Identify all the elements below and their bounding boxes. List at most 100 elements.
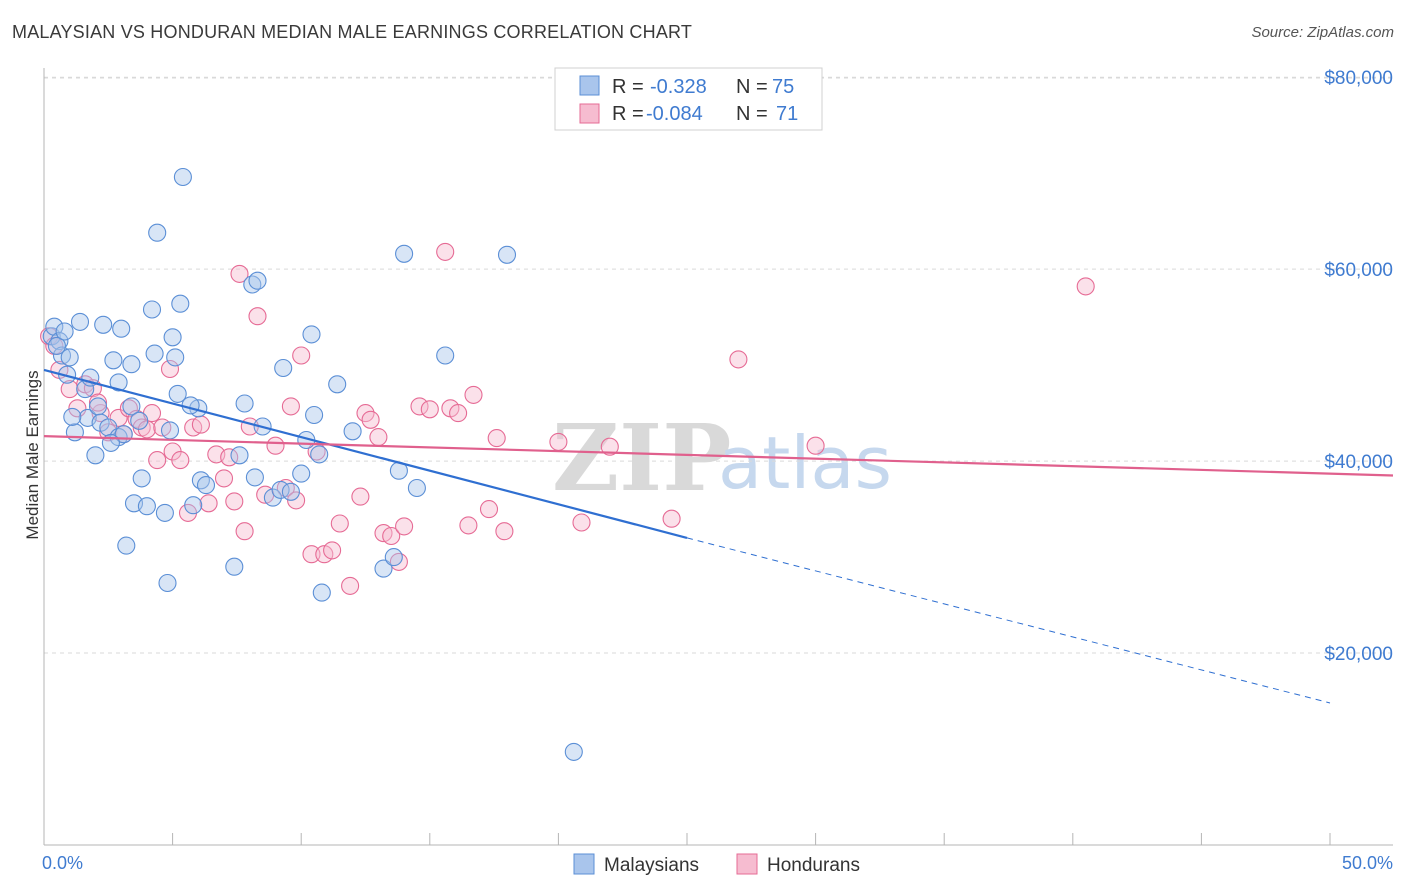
malaysians-point	[384, 548, 403, 567]
malaysians-point	[497, 245, 517, 264]
hondurans-point	[266, 436, 285, 455]
hondurans-point	[287, 491, 306, 510]
source-credit: Source: ZipAtlas.com	[1251, 24, 1394, 41]
hondurans-point	[410, 397, 429, 416]
malaysians-point	[70, 312, 90, 331]
malaysians-point	[407, 478, 426, 498]
hondurans-points	[40, 242, 1095, 595]
legend-r-label-0: R =	[612, 76, 644, 98]
malaysians-point	[130, 411, 149, 430]
y-tick-label-2: $60,000	[1324, 260, 1393, 281]
hondurans-point	[479, 500, 499, 519]
hondurans-point	[99, 423, 118, 442]
malaysians-point	[343, 422, 362, 441]
series-legend-hondurans: Hondurans	[767, 855, 860, 876]
hondurans-point	[495, 522, 514, 541]
malaysians-trend-extension	[686, 537, 1331, 704]
malaysians-point	[158, 573, 177, 593]
malaysians-point	[160, 421, 180, 440]
malaysians-point	[263, 488, 282, 507]
x-tick-label-max: 50.0%	[1342, 853, 1393, 873]
malaysians-point	[173, 167, 192, 187]
hondurans-point	[389, 552, 408, 571]
gridlines	[44, 76, 1393, 654]
legend-n-label-1: N =	[736, 103, 768, 125]
y-tick-label-0: $20,000	[1324, 644, 1393, 665]
malaysians-point	[137, 497, 156, 516]
malaysians-point	[88, 397, 108, 416]
malaysians-point	[94, 315, 113, 334]
y-tick-label-3: $80,000	[1324, 68, 1393, 89]
hondurans-point	[369, 428, 388, 447]
malaysians-point	[60, 348, 79, 367]
malaysians-point	[225, 557, 244, 576]
malaysians-point	[245, 468, 264, 487]
watermark: ZIP atlas	[552, 404, 892, 512]
hondurans-point	[323, 541, 342, 560]
hondurans-point	[148, 451, 167, 470]
malaysians-point	[168, 384, 187, 403]
hondurans-point	[487, 429, 506, 448]
malaysians-point	[235, 394, 254, 413]
malaysians-point	[45, 317, 64, 336]
y-tick-labels: $20,000 $40,000 $60,000 $80,000	[1324, 68, 1393, 665]
series-legend-malaysians: Malaysians	[604, 855, 699, 876]
series-legend: Malaysians Hondurans	[573, 853, 860, 876]
hondurans-point	[330, 514, 349, 533]
x-ticks	[43, 833, 1331, 845]
watermark-zip: ZIP	[552, 404, 731, 512]
malaysians-point	[310, 445, 329, 464]
hondurans-point	[88, 393, 108, 412]
hondurans-point	[464, 385, 483, 404]
hondurans-point	[600, 437, 619, 456]
hondurans-point	[248, 307, 267, 326]
malaysians-point	[122, 355, 141, 374]
axes	[43, 68, 1393, 846]
malaysians-point	[86, 446, 105, 465]
malaysians-point	[248, 271, 267, 290]
malaysians-trend-line	[43, 368, 688, 539]
y-axis-label: Median Male Earnings	[23, 370, 42, 539]
malaysians-point	[305, 405, 324, 425]
x-tick-label-min: 0.0%	[42, 853, 83, 873]
hondurans-point	[225, 492, 244, 511]
series-legend-swatch-malaysians	[573, 853, 595, 875]
series-legend-swatch-hondurans	[736, 853, 758, 875]
hondurans-point	[382, 526, 401, 546]
legend-n-label-0: N =	[736, 76, 768, 98]
malaysians-point	[104, 351, 123, 370]
malaysians-point	[171, 294, 190, 313]
malaysians-point	[196, 476, 216, 495]
malaysians-point	[142, 300, 162, 319]
malaysians-point	[63, 407, 82, 426]
hondurans-point	[549, 432, 568, 451]
malaysians-point	[328, 375, 347, 394]
hondurans-point	[199, 494, 218, 513]
malaysians-point	[436, 346, 455, 365]
hondurans-point	[395, 517, 414, 536]
hondurans-point	[436, 242, 455, 261]
malaysians-point	[302, 325, 321, 344]
hondurans-point	[292, 346, 311, 365]
hondurans-point	[449, 404, 468, 423]
hondurans-trend-line	[43, 435, 1394, 477]
malaysians-point	[281, 482, 300, 501]
hondurans-point	[302, 545, 321, 564]
malaysians-point	[184, 496, 203, 515]
hondurans-point	[235, 522, 254, 541]
hondurans-point	[281, 397, 300, 416]
legend-r-value-1: -0.084	[646, 103, 703, 125]
hondurans-point	[729, 350, 748, 369]
watermark-atlas: atlas	[718, 421, 892, 505]
hondurans-point	[214, 469, 234, 488]
hondurans-point	[459, 516, 478, 535]
legend-r-label-1: R =	[612, 103, 644, 125]
malaysians-point	[117, 536, 136, 555]
chart-title: MALAYSIAN VS HONDURAN MEDIAN MALE EARNIN…	[12, 22, 693, 42]
hondurans-point	[351, 487, 370, 506]
malaysians-point	[163, 328, 182, 347]
malaysians-point	[191, 471, 210, 490]
legend-n-value-1: 71	[776, 103, 798, 125]
hondurans-point	[806, 436, 825, 455]
hondurans-point	[572, 513, 591, 532]
